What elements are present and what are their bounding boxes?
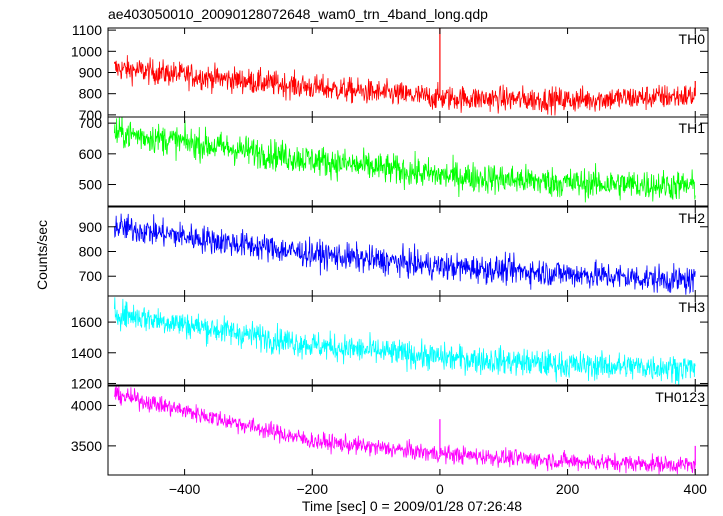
y-tick-label: 700 xyxy=(79,268,103,284)
panel-frame xyxy=(107,27,709,118)
y-axis-title: Counts/sec xyxy=(34,220,50,290)
panel-frame xyxy=(107,206,709,297)
panel-th1: 500 600 700 TH1 xyxy=(79,115,709,207)
panel-frame xyxy=(107,385,709,476)
y-tick-label: 1600 xyxy=(71,314,102,330)
panel-label-th3: TH3 xyxy=(679,299,706,315)
y-tick-label: 1200 xyxy=(71,375,102,391)
chart-title: ae403050010_20090128072648_wam0_trn_4ban… xyxy=(108,6,488,22)
panel-label-th1: TH1 xyxy=(679,120,706,136)
y-tick-label: 1000 xyxy=(71,43,102,59)
panel-frame xyxy=(107,295,709,386)
series-line-th1 xyxy=(113,117,696,203)
panel-label-th0123: TH0123 xyxy=(655,389,705,405)
y-tick-label: 3500 xyxy=(71,438,102,454)
y-tick-label: 500 xyxy=(79,177,103,193)
x-axis-title: Time [sec] 0 = 2009/01/28 07:26:48 xyxy=(302,498,522,514)
panel-th0: 700 800 900 1000 1100 TH0 xyxy=(71,22,709,123)
panel-th2: 700 800 900 TH2 xyxy=(79,206,709,297)
panel-th3: 1200 1400 1600 TH3 xyxy=(71,295,709,391)
x-tick-label: 200 xyxy=(556,481,580,497)
y-tick-label: 1400 xyxy=(71,345,102,361)
panels-group: 700 800 900 1000 1100 TH0 500 600 700 TH1 700 800 90… xyxy=(71,22,709,476)
series-line-th0123 xyxy=(113,386,696,475)
y-tick-label: 900 xyxy=(79,219,103,235)
x-tick-label: 0 xyxy=(436,481,444,497)
y-tick-label: 700 xyxy=(79,107,103,123)
panel-frame xyxy=(107,116,709,207)
y-tick-label: 600 xyxy=(79,146,103,162)
x-tick-label: −400 xyxy=(169,481,201,497)
panel-label-th2: TH2 xyxy=(679,210,706,226)
series-line-th2 xyxy=(113,213,696,295)
y-tick-label: 4000 xyxy=(71,397,102,413)
y-tick-label: 1100 xyxy=(72,22,102,38)
x-tick-label: −200 xyxy=(296,481,328,497)
y-tick-label: 900 xyxy=(79,65,103,81)
series-line-th3 xyxy=(113,297,696,385)
x-axis: −400 −200 0 200 400 xyxy=(169,481,707,497)
y-tick-label: 800 xyxy=(79,244,103,260)
x-tick-label: 400 xyxy=(684,481,708,497)
y-tick-label: 700 xyxy=(79,115,103,131)
panel-th0123: 3500 4000 TH0123 xyxy=(71,385,709,476)
series-line-th0 xyxy=(113,55,696,116)
panel-label-th0: TH0 xyxy=(679,31,706,47)
y-tick-label: 800 xyxy=(79,86,103,102)
